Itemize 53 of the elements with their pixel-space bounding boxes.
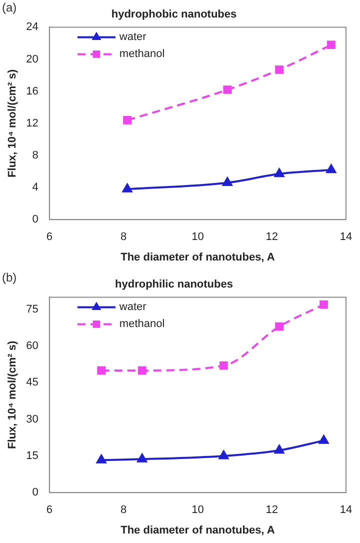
point	[138, 366, 146, 375]
point	[122, 184, 132, 192]
x-tick-label: 8	[120, 231, 127, 244]
text: (a)	[2, 0, 17, 14]
point	[219, 361, 228, 370]
x-tick-label: 14	[340, 504, 352, 516]
x-tick-label: 8	[120, 504, 127, 516]
point	[274, 168, 284, 178]
legend-label: water	[118, 301, 147, 314]
x-tick-label: 12	[266, 504, 278, 516]
y-tick-label: 30	[26, 413, 38, 426]
y-tick-label: 24	[26, 21, 38, 34]
point	[223, 86, 232, 94]
point	[318, 435, 329, 444]
point	[326, 164, 336, 174]
y-tick-label: 0	[32, 486, 38, 499]
y-axis-title: Flux, 10⁴ mol/(cm² s)	[6, 340, 19, 449]
point	[137, 454, 148, 462]
x-tick-label: 6	[46, 231, 52, 244]
y-tick-label: 20	[26, 53, 38, 66]
point	[97, 366, 106, 375]
point	[275, 66, 284, 74]
point	[96, 454, 106, 464]
legend-label: methanol	[119, 318, 165, 330]
point	[222, 177, 232, 186]
y-tick-label: 12	[26, 117, 38, 130]
point	[218, 450, 229, 460]
text: (b)	[2, 270, 17, 284]
legend-label: water	[118, 31, 147, 44]
y-axis-title: Flux, 10⁴ mol/(cm² s)	[6, 69, 19, 178]
y-tick-label: 60	[26, 340, 38, 352]
point	[275, 322, 284, 331]
x-tick-label: 10	[192, 231, 204, 244]
y-tick-label: 75	[26, 303, 38, 316]
chart-title: hydrophobic nanotubes	[111, 8, 237, 21]
x-tick-label: 12	[266, 231, 278, 244]
chart-title: hydrophilic nanotubes	[115, 278, 233, 291]
x-axis-title: The diameter of nanotubes, A	[120, 251, 275, 264]
y-tick-label: 15	[26, 450, 38, 462]
point	[274, 444, 284, 454]
x-tick-label: 10	[192, 504, 204, 516]
point	[123, 116, 132, 124]
y-tick-label: 0	[32, 214, 38, 226]
x-axis-title: The diameter of nanotubes, A	[120, 524, 275, 536]
y-tick-label: 16	[26, 85, 38, 98]
x-tick-label: 14	[340, 231, 352, 244]
x-tick-label: 6	[46, 504, 52, 516]
point	[320, 300, 328, 309]
y-tick-label: 4	[32, 182, 38, 194]
y-tick-label: 8	[32, 150, 38, 162]
y-tick-label: 45	[26, 376, 38, 389]
legend-label: methanol	[119, 48, 165, 60]
point	[326, 40, 336, 50]
